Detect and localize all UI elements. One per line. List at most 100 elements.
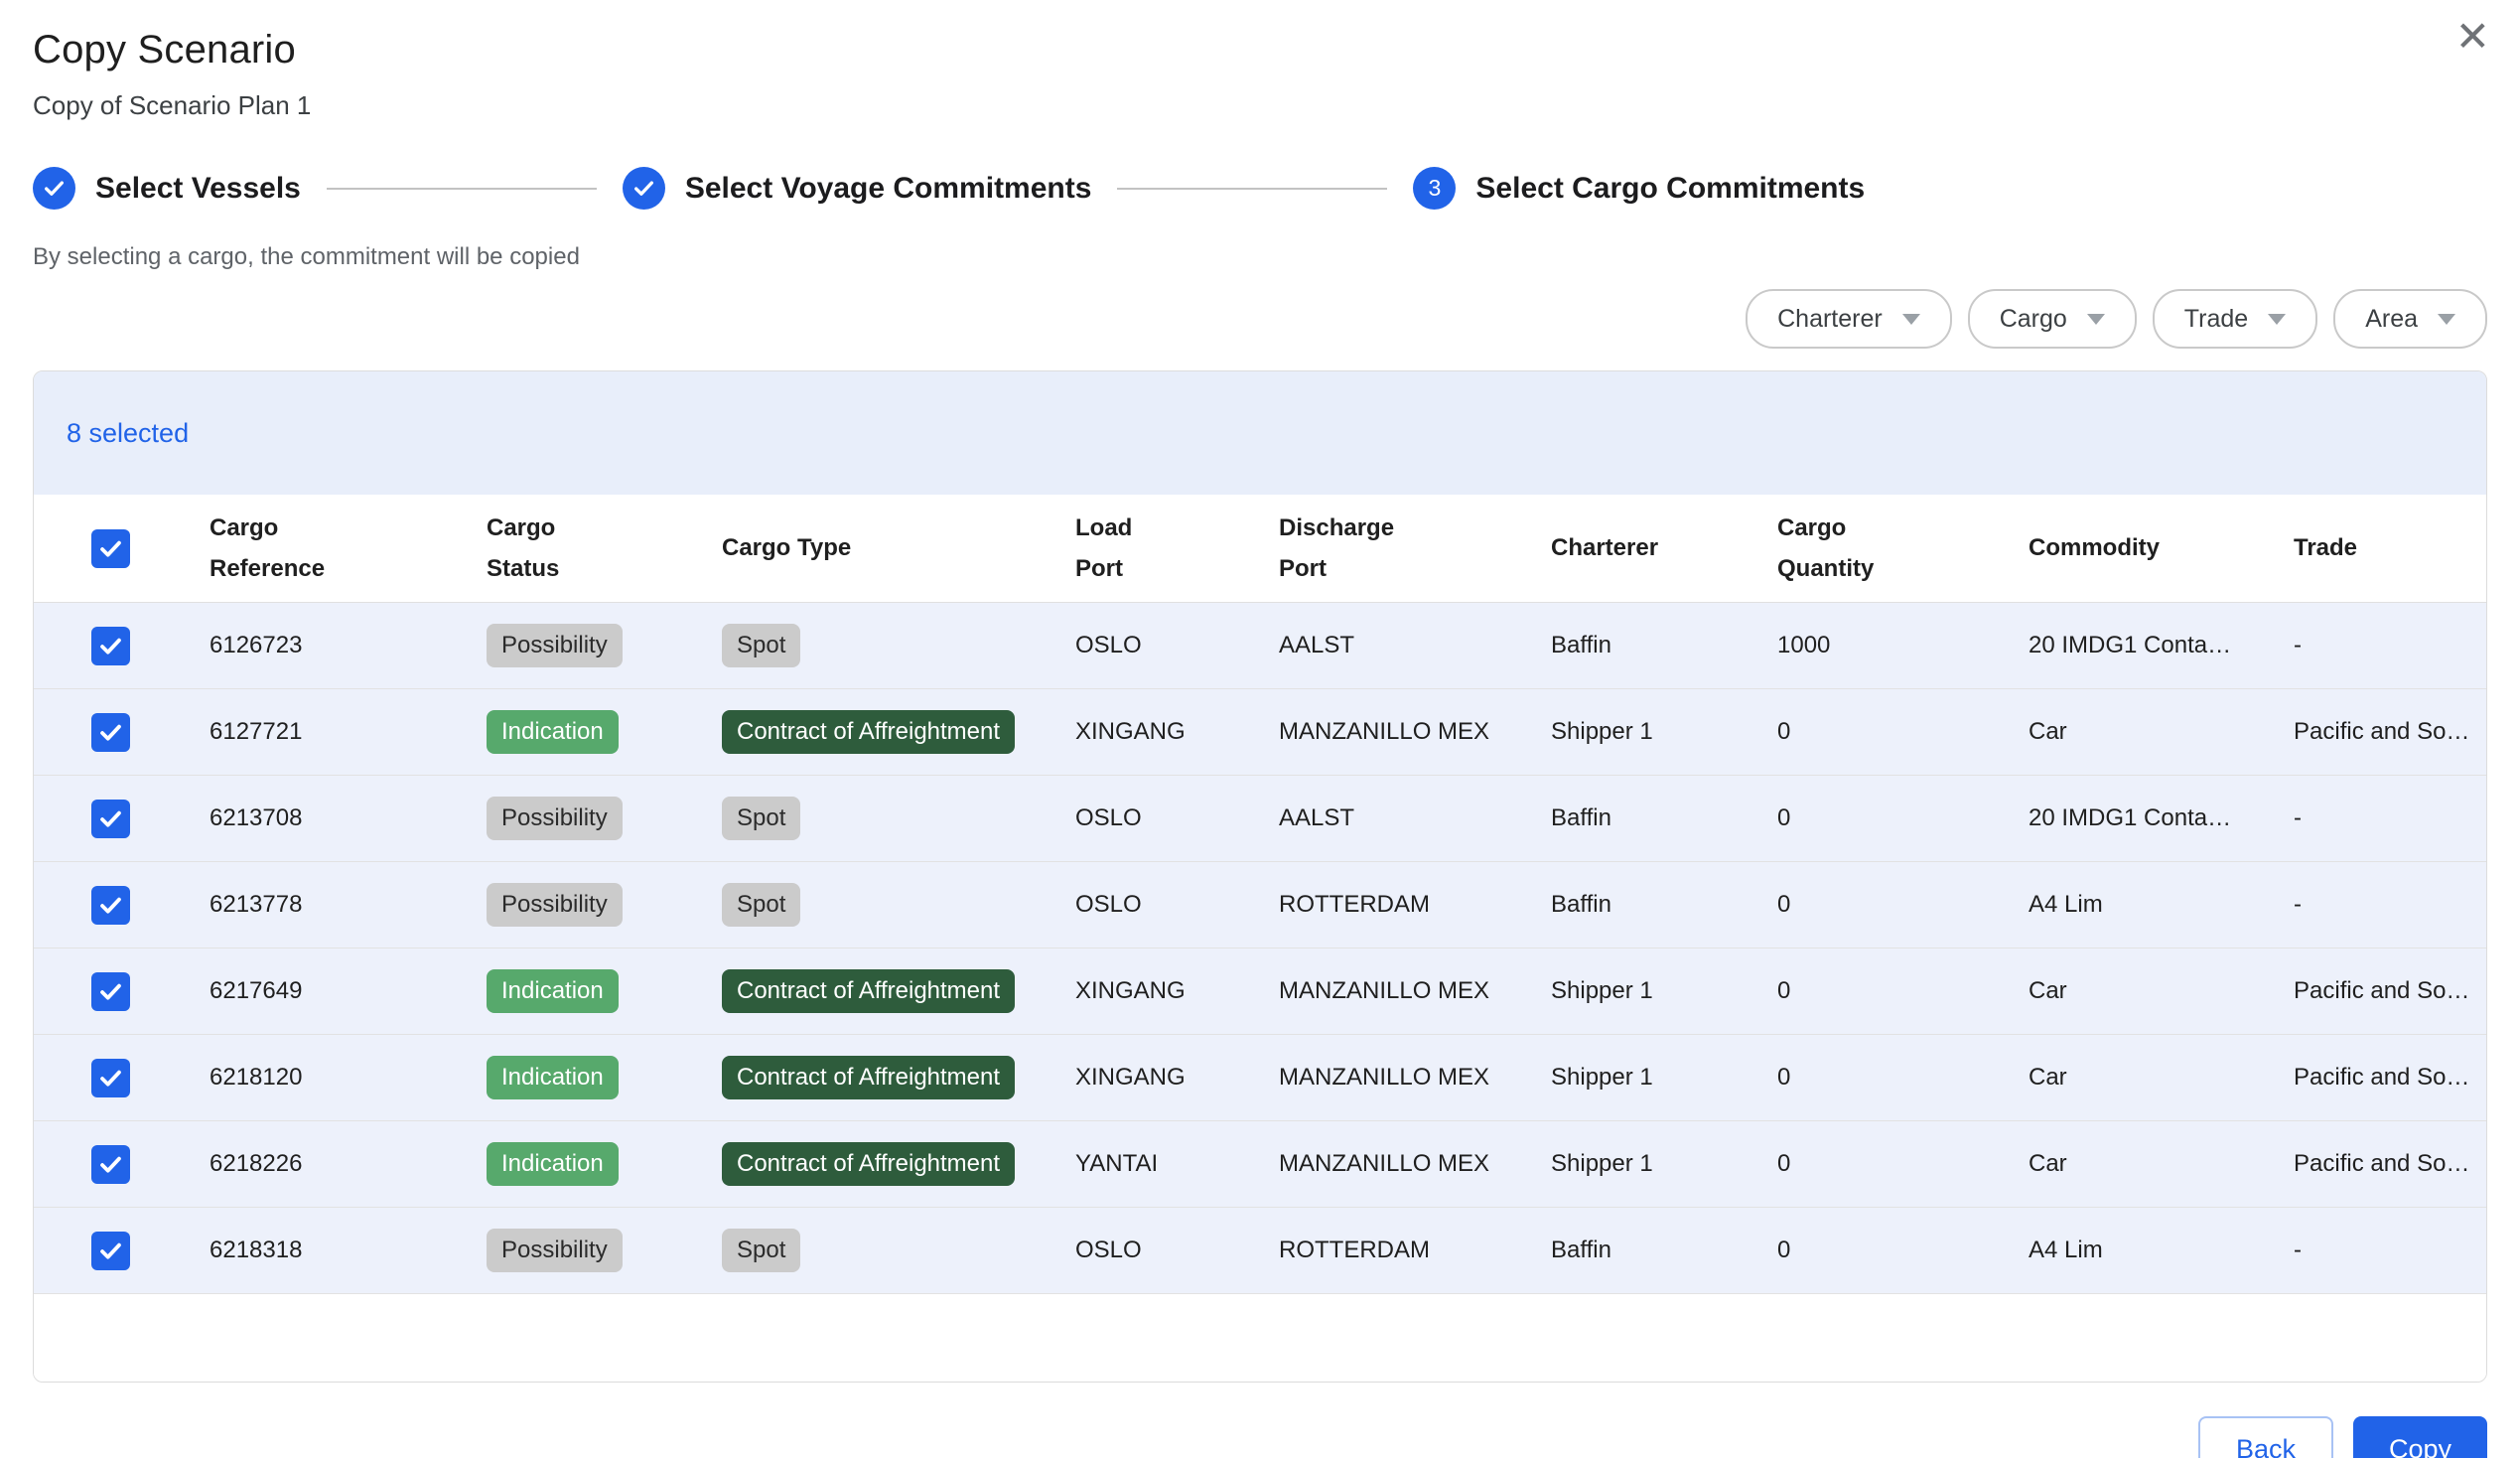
row-checkbox[interactable]: [91, 1059, 130, 1097]
cell-cargo-reference: 6213708: [210, 804, 487, 832]
cell-discharge-port: MANZANILLO MEX: [1279, 1064, 1551, 1092]
column-header-cargo-quantity[interactable]: Cargo Quantity: [1777, 508, 2029, 590]
cell-cargo-reference: 6218226: [210, 1150, 487, 1178]
cell-cargo-reference: 6218120: [210, 1064, 487, 1092]
step-label: Select Cargo Commitments: [1475, 172, 1865, 206]
table-row[interactable]: 6126723 Possibility Spot OSLO AALST Baff…: [34, 603, 2486, 689]
cell-charterer: Baffin: [1551, 804, 1777, 832]
stepper-connector: [327, 188, 597, 190]
step-completed-check-icon: [33, 167, 75, 210]
cargo-type-badge: Contract of Affreightment: [722, 710, 1015, 754]
cell-load-port: OSLO: [1075, 804, 1279, 832]
back-button[interactable]: Back: [2198, 1416, 2333, 1458]
cell-discharge-port: AALST: [1279, 632, 1551, 659]
cell-commodity: Car: [2029, 1150, 2294, 1178]
stepper-connector: [1117, 188, 1387, 190]
cell-discharge-port: ROTTERDAM: [1279, 891, 1551, 919]
cell-charterer: Baffin: [1551, 632, 1777, 659]
chevron-down-icon: [2268, 314, 2286, 325]
table-row[interactable]: 6218226 Indication Contract of Affreight…: [34, 1121, 2486, 1208]
cell-cargo-quantity: 0: [1777, 891, 2029, 919]
cell-cargo-reference: 6126723: [210, 632, 487, 659]
cell-cargo-quantity: 0: [1777, 1150, 2029, 1178]
cell-cargo-reference: 6127721: [210, 718, 487, 746]
cell-load-port: YANTAI: [1075, 1150, 1279, 1178]
column-header-trade[interactable]: Trade: [2294, 527, 2486, 568]
copy-button[interactable]: Copy: [2353, 1416, 2487, 1458]
table-row[interactable]: 6213708 Possibility Spot OSLO AALST Baff…: [34, 776, 2486, 862]
header-checkbox-cell: [34, 529, 210, 568]
row-checkbox-cell: [34, 1059, 210, 1097]
cell-cargo-reference: 6218318: [210, 1237, 487, 1264]
selected-count: 8 selected: [67, 418, 189, 449]
step-select-vessels[interactable]: Select Vessels: [33, 167, 301, 210]
page-title: Copy Scenario: [33, 28, 2487, 73]
cell-cargo-quantity: 1000: [1777, 632, 2029, 659]
chevron-down-icon: [2087, 314, 2105, 325]
dialog-header: Copy Scenario Copy of Scenario Plan 1: [0, 0, 2520, 121]
cell-load-port: XINGANG: [1075, 718, 1279, 746]
column-header-commodity[interactable]: Commodity: [2029, 527, 2294, 568]
cell-trade: -: [2294, 1237, 2486, 1264]
cargo-status-badge: Possibility: [487, 624, 623, 667]
column-header-charterer[interactable]: Charterer: [1551, 527, 1777, 568]
column-header-discharge-port[interactable]: Discharge Port: [1279, 508, 1551, 590]
cell-discharge-port: MANZANILLO MEX: [1279, 977, 1551, 1005]
table-row[interactable]: 6217649 Indication Contract of Affreight…: [34, 948, 2486, 1035]
step-select-cargo-commitments[interactable]: 3 Select Cargo Commitments: [1413, 167, 1865, 210]
column-header-cargo-status[interactable]: Cargo Status: [487, 508, 722, 590]
column-header-cargo-reference[interactable]: Cargo Reference: [210, 508, 487, 590]
row-checkbox[interactable]: [91, 886, 130, 925]
chevron-down-icon: [1902, 314, 1920, 325]
cargo-status-badge: Indication: [487, 1142, 619, 1186]
row-checkbox[interactable]: [91, 627, 130, 665]
column-header-cargo-type[interactable]: Cargo Type: [722, 527, 1075, 568]
cell-cargo-quantity: 0: [1777, 718, 2029, 746]
cargo-type-badge: Contract of Affreightment: [722, 969, 1015, 1013]
table-row[interactable]: 6218120 Indication Contract of Affreight…: [34, 1035, 2486, 1121]
cell-commodity: 20 IMDG1 Conta…: [2029, 632, 2294, 659]
filter-pill-area[interactable]: Area: [2333, 289, 2487, 349]
cell-cargo-quantity: 0: [1777, 1064, 2029, 1092]
row-checkbox-cell: [34, 627, 210, 665]
filter-pill-charterer[interactable]: Charterer: [1746, 289, 1952, 349]
select-all-checkbox[interactable]: [91, 529, 130, 568]
cell-load-port: XINGANG: [1075, 1064, 1279, 1092]
row-checkbox-cell: [34, 886, 210, 925]
table-row[interactable]: 6213778 Possibility Spot OSLO ROTTERDAM …: [34, 862, 2486, 948]
step-label: Select Vessels: [95, 172, 301, 206]
filter-pill-trade[interactable]: Trade: [2153, 289, 2317, 349]
step-select-voyage-commitments[interactable]: Select Voyage Commitments: [623, 167, 1092, 210]
row-checkbox[interactable]: [91, 800, 130, 838]
filter-pill-cargo[interactable]: Cargo: [1968, 289, 2137, 349]
cell-charterer: Shipper 1: [1551, 977, 1777, 1005]
cell-charterer: Shipper 1: [1551, 1150, 1777, 1178]
cell-discharge-port: MANZANILLO MEX: [1279, 1150, 1551, 1178]
helper-text: By selecting a cargo, the commitment wil…: [0, 243, 2520, 271]
step-number: 3: [1429, 175, 1442, 202]
row-checkbox[interactable]: [91, 713, 130, 752]
cell-discharge-port: ROTTERDAM: [1279, 1237, 1551, 1264]
cargo-type-badge: Spot: [722, 883, 800, 927]
cell-trade: Pacific and So…: [2294, 718, 2486, 746]
cell-load-port: OSLO: [1075, 1237, 1279, 1264]
column-header-load-port[interactable]: Load Port: [1075, 508, 1279, 590]
cell-charterer: Shipper 1: [1551, 1064, 1777, 1092]
table-row[interactable]: 6218318 Possibility Spot OSLO ROTTERDAM …: [34, 1208, 2486, 1294]
cargo-status-badge: Possibility: [487, 1229, 623, 1272]
close-icon[interactable]: ✕: [2455, 16, 2490, 58]
row-checkbox[interactable]: [91, 1145, 130, 1184]
row-checkbox[interactable]: [91, 972, 130, 1011]
row-checkbox-cell: [34, 800, 210, 838]
cell-charterer: Baffin: [1551, 1237, 1777, 1264]
cell-trade: -: [2294, 632, 2486, 659]
dialog-subtitle: Copy of Scenario Plan 1: [33, 90, 2487, 121]
cargo-type-badge: Contract of Affreightment: [722, 1056, 1015, 1099]
table-row[interactable]: 6127721 Indication Contract of Affreight…: [34, 689, 2486, 776]
row-checkbox[interactable]: [91, 1232, 130, 1270]
dialog-actions: Back Copy: [0, 1383, 2520, 1458]
filter-label: Area: [2365, 305, 2418, 334]
cell-discharge-port: AALST: [1279, 804, 1551, 832]
cargo-type-badge: Contract of Affreightment: [722, 1142, 1015, 1186]
cargo-status-badge: Possibility: [487, 883, 623, 927]
